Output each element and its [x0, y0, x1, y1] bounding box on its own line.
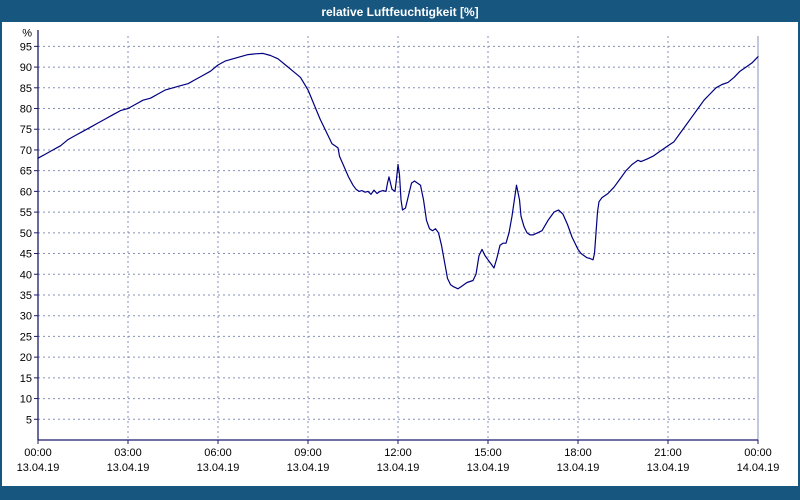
y-tick-label: 20 [20, 352, 32, 364]
y-tick-label: 55 [20, 207, 32, 219]
y-tick-label: 65 [20, 166, 32, 178]
bottom-bar [2, 486, 798, 498]
y-tick-label: 95 [20, 41, 32, 53]
x-tick-time-label: 18:00 [564, 447, 592, 459]
x-tick-date-label: 13.04.19 [467, 462, 510, 474]
x-tick-date-label: 13.04.19 [197, 462, 240, 474]
y-tick-label: 80 [20, 104, 32, 116]
y-tick-label: 45 [20, 249, 32, 261]
y-tick-label: 5 [26, 414, 32, 426]
y-tick-label: 90 [20, 62, 32, 74]
x-tick-time-label: 12:00 [384, 447, 412, 459]
x-tick-date-label: 13.04.19 [377, 462, 420, 474]
page-title: relative Luftfeuchtigkeit [%] [321, 5, 479, 19]
humidity-chart: 5 10 15 20 25 30 35 40 45 50 55 60 65 70 75 80 85 90 95 00:… [2, 22, 798, 486]
y-tick-label: 40 [20, 269, 32, 281]
x-tick-date-label: 13.04.19 [557, 462, 600, 474]
y-tick-label: 70 [20, 145, 32, 157]
title-bar: relative Luftfeuchtigkeit [%] [2, 2, 798, 22]
y-tick-label: 30 [20, 311, 32, 323]
x-tick-time-label: 03:00 [114, 447, 142, 459]
x-tick-time-label: 06:00 [204, 447, 232, 459]
x-tick-time-label: 00:00 [744, 447, 772, 459]
x-tick-time-label: 15:00 [474, 447, 502, 459]
y-tick-label: 75 [20, 124, 32, 136]
x-tick-time-label: 09:00 [294, 447, 322, 459]
y-tick-label: 85 [20, 83, 32, 95]
y-tick-label: 15 [20, 373, 32, 385]
x-tick-date-label: 13.04.19 [17, 462, 60, 474]
y-tick-label: 50 [20, 228, 32, 240]
x-tick-date-label: 13.04.19 [647, 462, 690, 474]
y-axis-unit-label: % [22, 27, 32, 39]
humidity-chart-svg: 5 10 15 20 25 30 35 40 45 50 55 60 65 70 75 80 85 90 95 00:… [17, 27, 780, 474]
x-tick-date-label: 13.04.19 [107, 462, 150, 474]
y-tick-label: 60 [20, 186, 32, 198]
x-tick-date-label: 14.04.19 [737, 462, 780, 474]
y-tick-label: 25 [20, 331, 32, 343]
x-tick-date-label: 13.04.19 [287, 462, 330, 474]
x-tick-time-label: 00:00 [24, 447, 52, 459]
y-tick-label: 10 [20, 394, 32, 406]
x-tick-time-label: 21:00 [654, 447, 682, 459]
humidity-line [37, 52, 759, 290]
y-tick-label: 35 [20, 290, 32, 302]
